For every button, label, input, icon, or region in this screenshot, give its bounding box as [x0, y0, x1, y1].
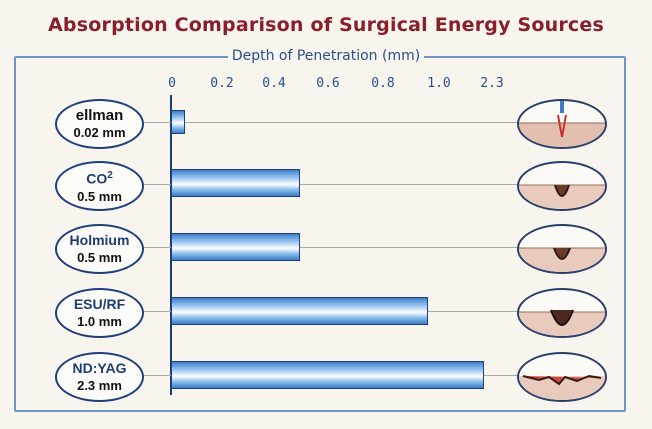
- category-name: ellman: [76, 107, 124, 124]
- tick-label: 0.8: [371, 76, 394, 91]
- bar-ellman: [171, 110, 185, 134]
- category-name: CO2: [86, 167, 113, 188]
- category-label-nd-yag: ND:YAG 2.3 mm: [55, 352, 144, 402]
- ellman-incision-icon: [517, 99, 607, 149]
- tick-label: 0: [168, 76, 176, 91]
- category-label-co2: CO2 0.5 mm: [55, 161, 144, 211]
- holmium-crater-icon: [517, 224, 607, 274]
- bar-esu-rf: [171, 297, 428, 325]
- bar-co2: [171, 169, 300, 197]
- bar-nd-yag: [171, 361, 484, 389]
- tick-label: 0.2: [210, 76, 233, 91]
- category-name: Holmium: [70, 232, 130, 249]
- x-axis-title: Depth of Penetration (mm): [228, 48, 424, 64]
- category-name: ESU/RF: [74, 296, 125, 313]
- category-depth: 0.02 mm: [73, 124, 125, 141]
- chart-title: Absorption Comparison of Surgical Energy…: [0, 14, 652, 36]
- tick-label: 0.4: [262, 76, 285, 91]
- category-label-esu-rf: ESU/RF 1.0 mm: [55, 288, 144, 338]
- row-guide-line: [140, 122, 524, 123]
- category-label-holmium: Holmium 0.5 mm: [55, 224, 144, 274]
- category-depth: 2.3 mm: [77, 377, 122, 394]
- category-depth: 1.0 mm: [77, 313, 122, 330]
- ndyag-crater-icon: [517, 352, 607, 402]
- category-label-ellman: ellman 0.02 mm: [55, 99, 144, 149]
- tick-label: 0.6: [316, 76, 339, 91]
- tick-label: 2.3: [480, 76, 503, 91]
- x-axis-title-wrap: Depth of Penetration (mm): [0, 47, 652, 65]
- tick-label: 1.0: [427, 76, 450, 91]
- subscript-2: 2: [107, 170, 113, 181]
- category-name: ND:YAG: [73, 360, 127, 377]
- bar-holmium: [171, 233, 300, 261]
- esu-crater-icon: [517, 288, 607, 338]
- category-depth: 0.5 mm: [77, 249, 122, 266]
- category-depth: 0.5 mm: [77, 188, 122, 205]
- co2-crater-icon: [517, 161, 607, 211]
